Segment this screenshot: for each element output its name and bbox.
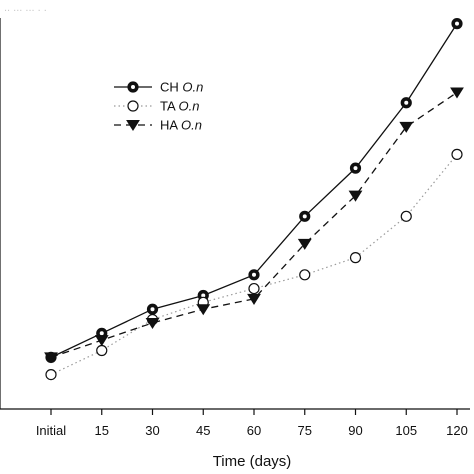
- x-tick-label-0: Initial: [36, 423, 66, 438]
- legend-label-ta: TA O.n: [160, 99, 200, 114]
- x-tick-label-8: 120: [446, 423, 468, 438]
- series-ch: [45, 18, 463, 363]
- legend-label-italic: O.n: [179, 99, 200, 114]
- x-tick-label-6: 90: [348, 423, 362, 438]
- legend-label-italic: O.n: [181, 118, 202, 133]
- legend-label-prefix: HA: [160, 118, 181, 133]
- series-ta: [45, 148, 463, 381]
- data-point-ha-5: [297, 238, 312, 250]
- axes: Initial 15 30 45 60 75 90 105 120: [0, 18, 470, 438]
- series-line-ta: [50, 154, 458, 376]
- data-point-ha-4: [247, 293, 261, 305]
- legend-label-prefix: TA: [160, 99, 179, 114]
- data-point-ta-5: [299, 269, 311, 281]
- x-tick-label-7: 105: [395, 423, 417, 438]
- data-point-ta-4: [248, 282, 260, 295]
- legend-label-ch: CH O.n: [160, 80, 203, 95]
- legend: CH O.nTA O.nHA O.n: [114, 80, 203, 133]
- data-point-ha-6: [348, 190, 363, 202]
- data-point-ch-6-center: [353, 166, 358, 171]
- legend-label-prefix: CH: [160, 80, 182, 95]
- x-tick-label-5: 75: [298, 423, 312, 438]
- data-point-ch-4-center: [252, 272, 256, 277]
- data-point-ch-7-center: [404, 100, 409, 105]
- x-tick-label-3: 45: [196, 423, 210, 438]
- data-point-ha-3: [196, 304, 211, 316]
- x-ticks: Initial 15 30 45 60 75 90 105 120: [36, 409, 468, 438]
- legend-item-ch: CH O.n: [114, 80, 203, 95]
- data-point-ch-2-center: [150, 307, 155, 312]
- data-point-ta-1: [96, 344, 108, 357]
- data-point-ta-6: [349, 252, 362, 264]
- legend-item-ha: HA O.n: [114, 118, 202, 133]
- data-point-ha-0: [44, 352, 58, 364]
- x-tick-label-4: 60: [247, 423, 261, 438]
- x-tick-label-2: 30: [145, 423, 159, 438]
- data-point-ha-7: [399, 121, 414, 133]
- series-line-ha: [50, 91, 458, 359]
- data-point-ha-1: [94, 335, 109, 347]
- x-tick-label-1: 15: [95, 423, 109, 438]
- x-axis-title: Time (days): [213, 453, 292, 470]
- legend-marker-ch-center: [131, 85, 135, 89]
- data-series: [44, 18, 464, 381]
- data-point-ha-8: [450, 87, 464, 99]
- data-point-ha-2: [145, 317, 160, 330]
- data-point-ta-7: [400, 210, 412, 222]
- data-point-ch-5-center: [302, 214, 307, 219]
- top-text-fragment: .. ... ... . .: [4, 2, 47, 14]
- data-point-ta-8: [451, 148, 463, 160]
- data-point-ch-8-center: [455, 21, 459, 26]
- legend-marker-ha: [126, 120, 140, 132]
- series-line-ch: [50, 23, 458, 358]
- data-point-ch-1-center: [99, 331, 104, 336]
- series-ha: [44, 87, 464, 364]
- data-point-ta-0: [45, 368, 57, 381]
- legend-label-ha: HA O.n: [160, 118, 202, 133]
- legend-label-italic: O.n: [182, 80, 203, 95]
- data-point-ch-3-center: [201, 293, 206, 298]
- legend-item-ta: TA O.n: [114, 99, 200, 114]
- legend-marker-ta: [127, 100, 139, 112]
